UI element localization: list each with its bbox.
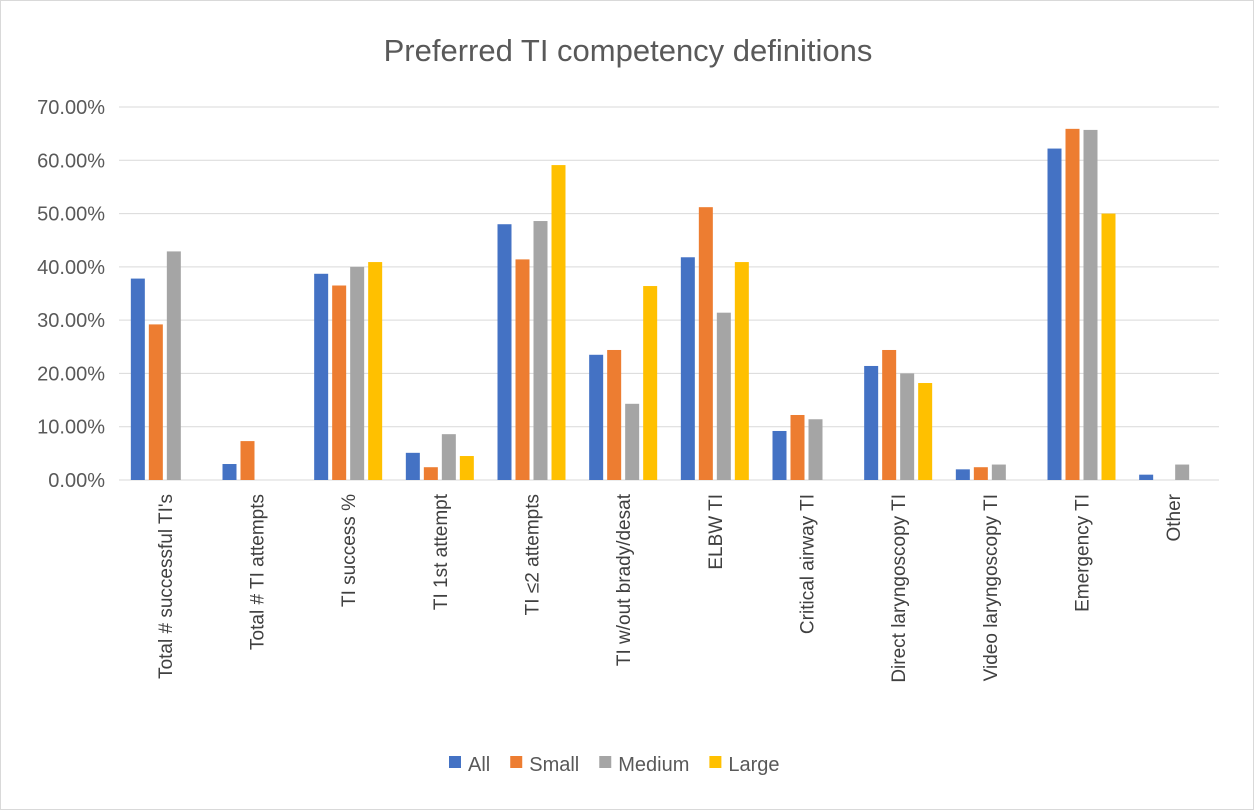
y-tick-label: 40.00% [37, 257, 105, 279]
legend-swatch-medium [599, 756, 612, 768]
y-tick-label: 10.00% [37, 417, 105, 439]
bar-large-5 [643, 286, 658, 480]
bar-large-3 [459, 456, 474, 480]
y-tick-label: 50.00% [37, 204, 105, 226]
bar-all-2 [314, 273, 329, 480]
legend-swatch-all [449, 756, 461, 768]
bar-small-7 [790, 414, 805, 480]
bar-small-8 [882, 349, 897, 480]
bar-medium-0 [166, 251, 181, 480]
bar-all-4 [497, 224, 512, 480]
bar-small-3 [423, 467, 438, 480]
bar-all-11 [1139, 474, 1154, 480]
legend-label-large: Large [728, 754, 779, 776]
bar-small-9 [973, 467, 988, 480]
y-tick-label: 30.00% [37, 310, 105, 332]
x-category-label: ELBW TI [706, 494, 727, 570]
bar-all-3 [405, 452, 420, 480]
x-category-label: Other [1164, 493, 1185, 541]
x-category-label: Direct laryngoscopy TI [889, 494, 910, 683]
bar-all-1 [222, 464, 237, 480]
x-category-label: Emergency TI [1073, 494, 1094, 612]
y-tick-label: 70.00% [37, 97, 105, 119]
bar-medium-8 [900, 373, 915, 480]
bar-medium-3 [441, 434, 456, 480]
bar-large-8 [918, 383, 933, 480]
bar-small-6 [698, 207, 713, 481]
y-axis-ticks: 0.00% 10.00% 20.00% 30.00% 40.00% 50.00% 60.00… [37, 97, 105, 492]
bar-small-10 [1065, 128, 1080, 480]
bar-medium-6 [716, 312, 731, 480]
x-category-label: Video laryngoscopy TI [981, 494, 1002, 681]
bar-large-6 [734, 262, 749, 480]
bar-all-5 [589, 354, 604, 480]
x-category-label: TI w/out brady/desat [614, 493, 635, 666]
bar-medium-11 [1175, 464, 1190, 480]
bar-all-8 [864, 365, 879, 480]
bar-large-4 [551, 165, 566, 480]
x-category-label: TI ≤2 attempts [523, 494, 544, 615]
x-category-label: Total # successful TI's [156, 494, 177, 679]
bar-small-2 [332, 285, 347, 480]
gridlines [119, 106, 1219, 481]
legend-label-medium: Medium [618, 754, 689, 776]
bar-all-9 [955, 469, 970, 480]
bar-all-6 [680, 257, 695, 480]
bar-medium-7 [808, 419, 823, 480]
chart-title: Preferred TI competency definitions [384, 33, 873, 68]
x-category-label: TI success % [339, 494, 360, 607]
y-tick-label: 60.00% [37, 150, 105, 172]
bar-medium-5 [625, 403, 640, 480]
bar-small-1 [240, 441, 255, 480]
bar-small-5 [607, 349, 622, 480]
bars [130, 128, 1190, 481]
y-tick-label: 20.00% [37, 363, 105, 385]
bar-medium-9 [991, 464, 1006, 480]
bar-small-0 [148, 324, 163, 480]
bar-medium-4 [533, 221, 548, 480]
y-tick-label: 0.00% [48, 470, 105, 492]
legend: All Small Medium Large [449, 754, 780, 776]
bar-large-10 [1101, 213, 1116, 481]
bar-all-0 [130, 278, 145, 480]
legend-label-small: Small [529, 754, 579, 776]
bar-small-4 [515, 259, 530, 480]
x-category-label: TI 1st attempt [431, 493, 452, 610]
bar-medium-2 [350, 266, 365, 480]
bar-all-7 [772, 430, 787, 480]
bar-all-10 [1047, 148, 1062, 480]
legend-label-all: All [468, 754, 490, 776]
bar-large-2 [368, 262, 383, 480]
legend-swatch-small [510, 756, 523, 768]
x-category-label: Critical airway TI [798, 494, 819, 634]
x-category-label: Total # TI attempts [248, 494, 269, 650]
bar-medium-10 [1083, 129, 1098, 481]
x-axis-categories: Total # successful TI's Total # TI attemp… [156, 493, 1185, 682]
legend-swatch-large [709, 756, 722, 768]
